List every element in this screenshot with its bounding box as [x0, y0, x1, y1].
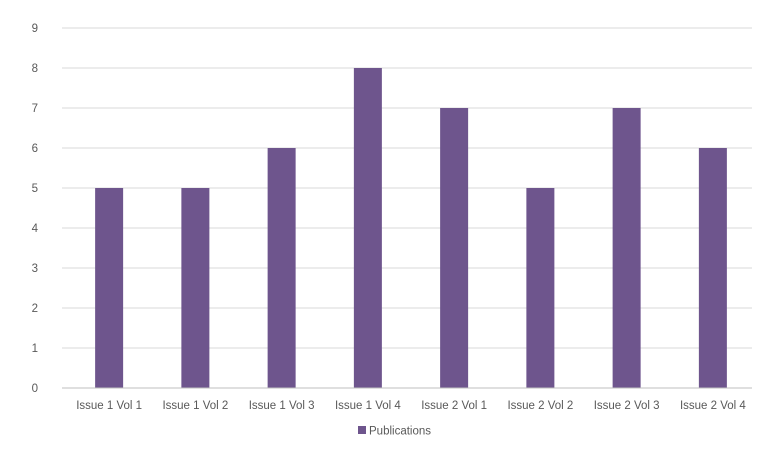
y-tick-label: 1	[32, 343, 38, 355]
x-tick-label: Issue 1 Vol 1	[76, 400, 142, 412]
x-tick-label: Issue 1 Vol 3	[249, 400, 315, 412]
y-tick-label: 2	[32, 303, 38, 315]
y-tick-label: 0	[32, 383, 38, 395]
x-tick-label: Issue 1 Vol 4	[335, 400, 401, 412]
bars	[95, 68, 727, 388]
axes: 0 1 2 3 4 5 6 7 8 9 Issue 1 Vol 1 Issue 1 Vol 2 Issu…	[32, 23, 752, 412]
y-tick-label: 7	[32, 103, 38, 115]
bar	[440, 108, 469, 388]
y-tick-label: 5	[32, 183, 38, 195]
x-tick-label: Issue 2 Vol 1	[421, 400, 487, 412]
legend-swatch	[358, 426, 366, 434]
x-tick-label: Issue 2 Vol 2	[507, 400, 573, 412]
y-tick-label: 6	[32, 143, 38, 155]
x-tick-label: Issue 2 Vol 4	[680, 400, 746, 412]
bar	[612, 108, 641, 388]
bar	[267, 148, 296, 388]
legend-label-publications: Publications	[369, 426, 431, 438]
legend: Publications	[358, 426, 431, 438]
y-tick-label: 4	[32, 223, 39, 235]
bar	[353, 68, 382, 388]
gridlines	[62, 27, 752, 349]
y-tick-label: 3	[32, 263, 38, 275]
bar	[181, 188, 210, 388]
bar	[526, 188, 555, 388]
bar	[698, 148, 727, 388]
y-tick-label: 8	[32, 63, 38, 75]
x-tick-label: Issue 2 Vol 3	[594, 400, 660, 412]
y-tick-label: 9	[32, 23, 38, 35]
bar	[95, 188, 124, 388]
x-tick-label: Issue 1 Vol 2	[162, 400, 228, 412]
